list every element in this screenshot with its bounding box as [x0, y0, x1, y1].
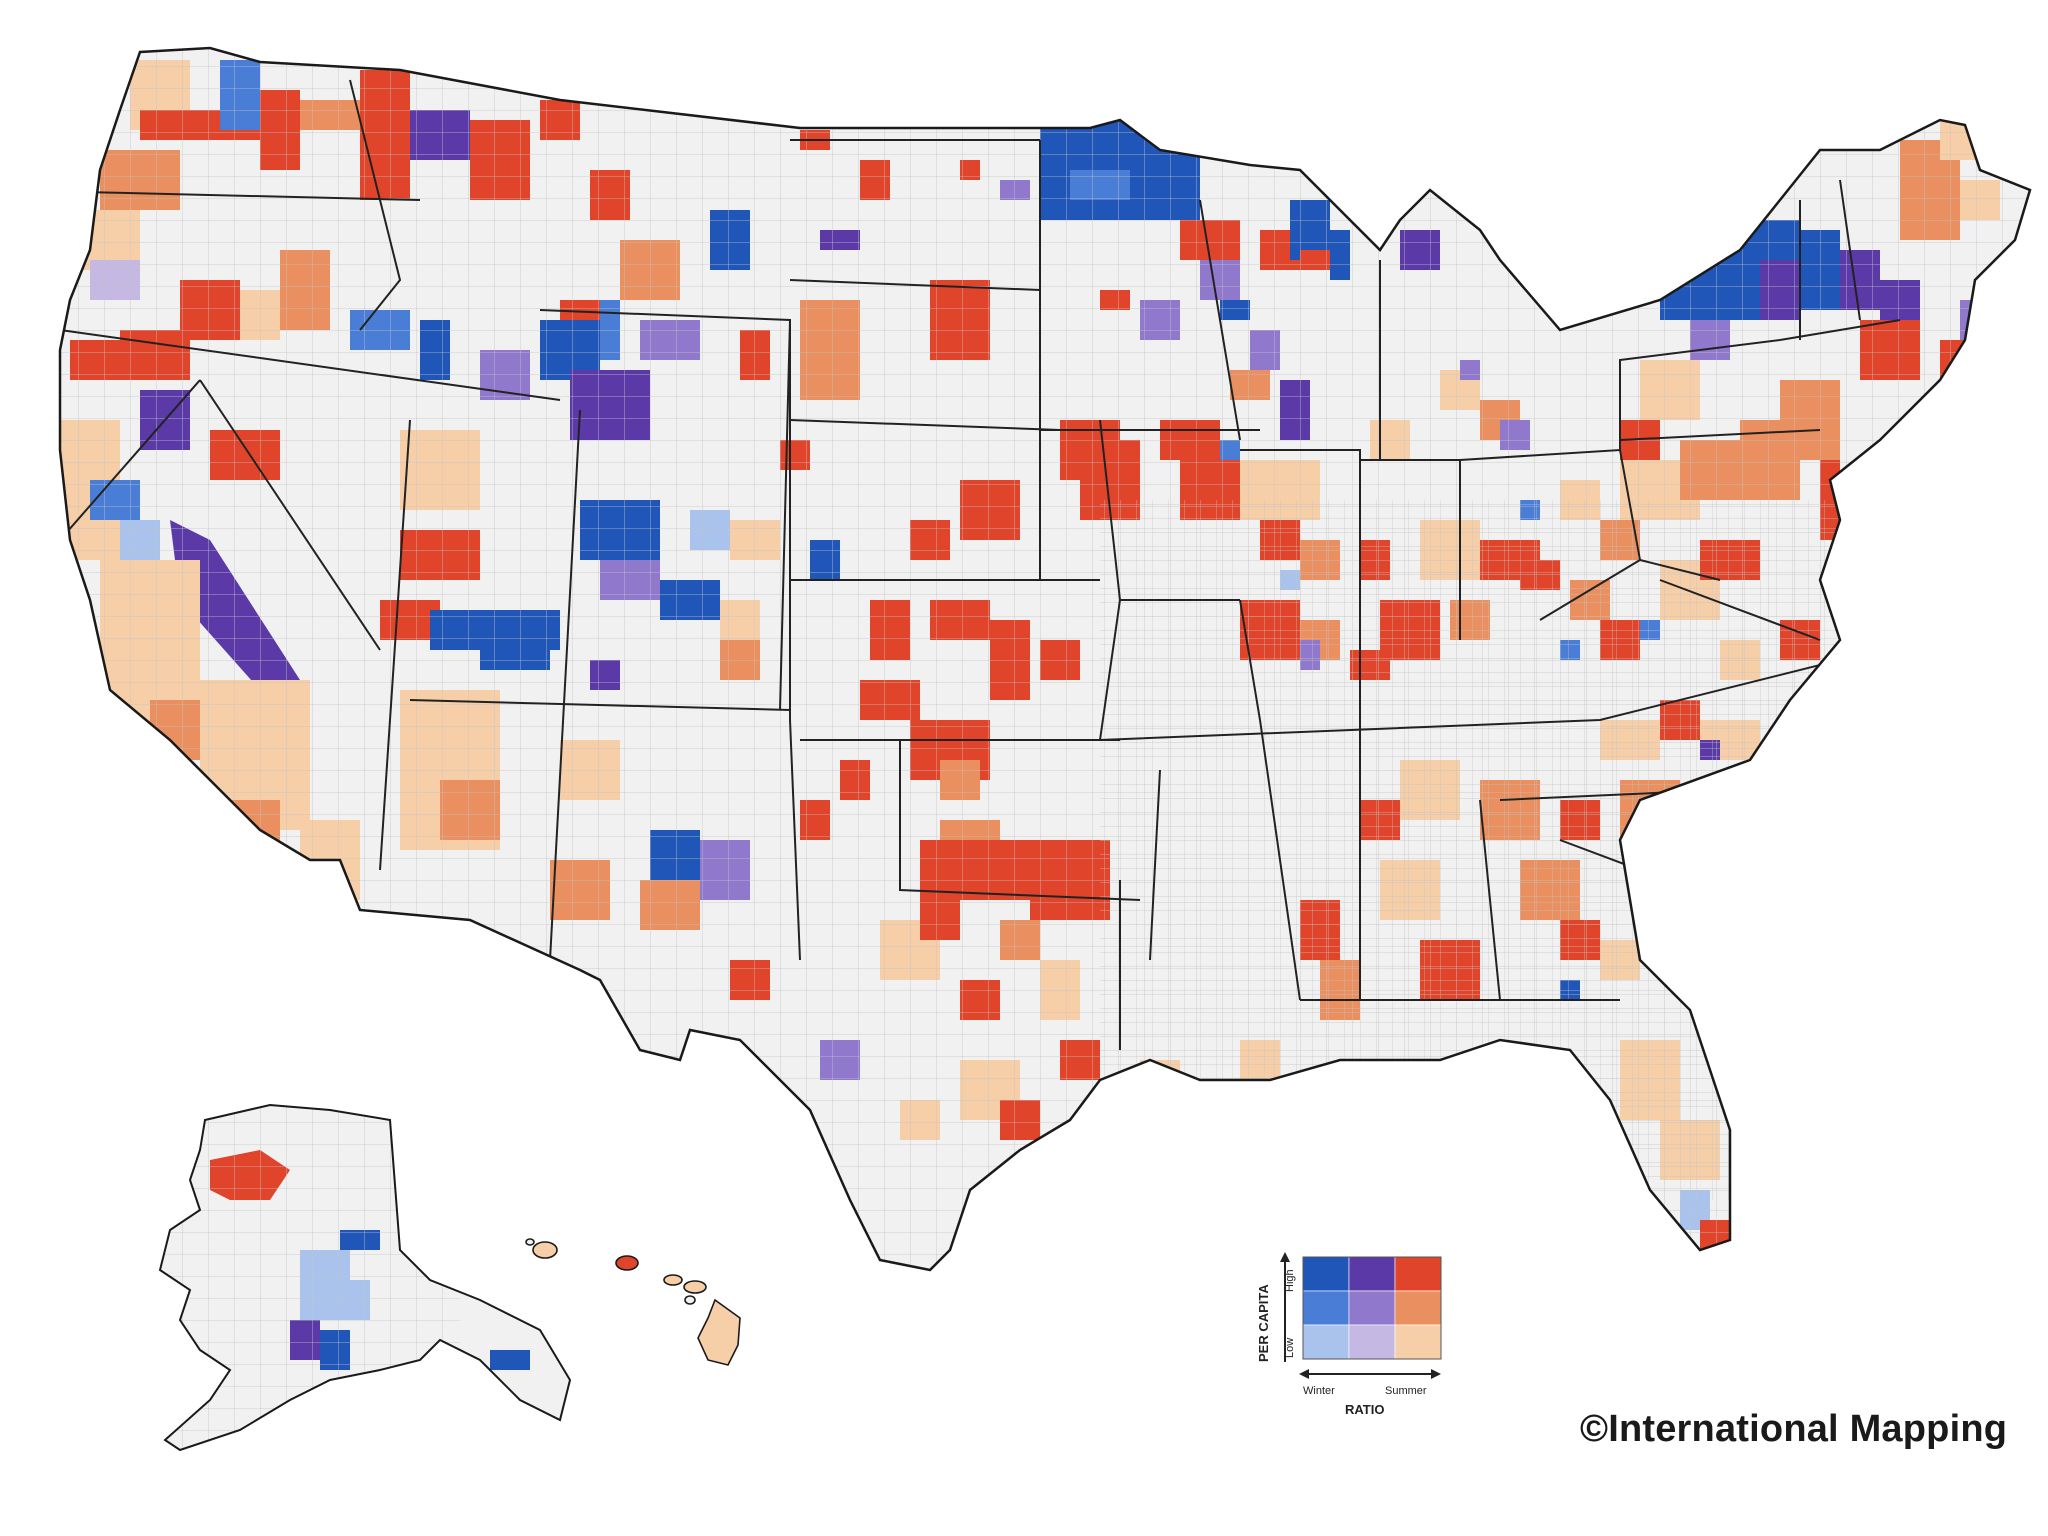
legend-swatch	[1302, 1324, 1350, 1360]
legend-x-left: Winter	[1303, 1385, 1335, 1397]
legend-frame	[1302, 1256, 1442, 1360]
legend-swatch	[1302, 1256, 1350, 1292]
legend-swatch	[1348, 1324, 1396, 1360]
bivariate-legend: PER CAPITA High Low Winter Summer RATIO	[1256, 1252, 1442, 1417]
legend-swatch	[1394, 1324, 1442, 1360]
alaska	[159, 1104, 571, 1451]
credit-label: ©International Mapping	[1580, 1408, 2008, 1450]
legend-swatch	[1394, 1290, 1442, 1326]
legend-swatch	[1348, 1256, 1396, 1292]
legend-y-title: PER CAPITA	[1256, 1284, 1271, 1362]
legend-y-low: Low	[1284, 1338, 1296, 1358]
legend-swatch	[1394, 1256, 1442, 1292]
state-boundaries	[60, 79, 1901, 1050]
legend-x-arrowhead-left	[1299, 1369, 1309, 1379]
legend-swatch	[1302, 1290, 1350, 1326]
hawaii	[525, 1238, 741, 1366]
legend-y-high: High	[1284, 1269, 1296, 1292]
legend-x-right: Summer	[1385, 1385, 1427, 1397]
legend-x-arrowhead-right	[1431, 1369, 1441, 1379]
legend-y-arrowhead	[1280, 1252, 1290, 1262]
legend-swatch	[1348, 1290, 1396, 1326]
legend-grid	[1302, 1256, 1442, 1360]
contiguous-us	[58, 46, 2032, 1272]
county-lines-east	[1100, 500, 2000, 1200]
legend-x-title: RATIO	[1345, 1402, 1384, 1417]
